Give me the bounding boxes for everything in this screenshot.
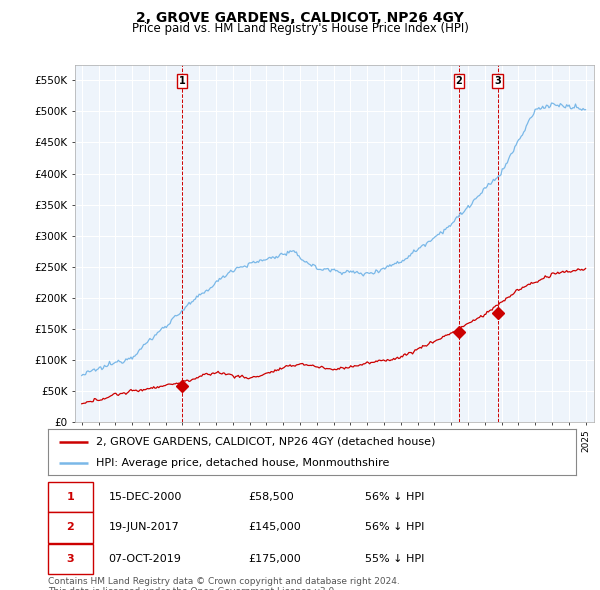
Text: £175,000: £175,000 bbox=[248, 554, 301, 564]
Text: 15-DEC-2000: 15-DEC-2000 bbox=[109, 492, 182, 502]
Text: £145,000: £145,000 bbox=[248, 523, 301, 532]
Text: 56% ↓ HPI: 56% ↓ HPI bbox=[365, 492, 424, 502]
Text: 1: 1 bbox=[67, 492, 74, 502]
Text: 55% ↓ HPI: 55% ↓ HPI bbox=[365, 554, 424, 564]
FancyBboxPatch shape bbox=[48, 544, 93, 574]
Text: Price paid vs. HM Land Registry's House Price Index (HPI): Price paid vs. HM Land Registry's House … bbox=[131, 22, 469, 35]
Text: 1: 1 bbox=[178, 76, 185, 86]
FancyBboxPatch shape bbox=[48, 512, 93, 543]
Text: 3: 3 bbox=[494, 76, 501, 86]
Text: Contains HM Land Registry data © Crown copyright and database right 2024.
This d: Contains HM Land Registry data © Crown c… bbox=[48, 577, 400, 590]
Text: 19-JUN-2017: 19-JUN-2017 bbox=[109, 523, 179, 532]
Text: 2: 2 bbox=[455, 76, 463, 86]
Text: 2, GROVE GARDENS, CALDICOT, NP26 4GY: 2, GROVE GARDENS, CALDICOT, NP26 4GY bbox=[136, 11, 464, 25]
Text: 3: 3 bbox=[67, 554, 74, 564]
Text: 07-OCT-2019: 07-OCT-2019 bbox=[109, 554, 182, 564]
FancyBboxPatch shape bbox=[48, 481, 93, 512]
Text: 56% ↓ HPI: 56% ↓ HPI bbox=[365, 523, 424, 532]
Text: 2: 2 bbox=[67, 523, 74, 532]
Text: £58,500: £58,500 bbox=[248, 492, 295, 502]
Text: HPI: Average price, detached house, Monmouthshire: HPI: Average price, detached house, Monm… bbox=[95, 458, 389, 468]
Text: 2, GROVE GARDENS, CALDICOT, NP26 4GY (detached house): 2, GROVE GARDENS, CALDICOT, NP26 4GY (de… bbox=[95, 437, 435, 447]
